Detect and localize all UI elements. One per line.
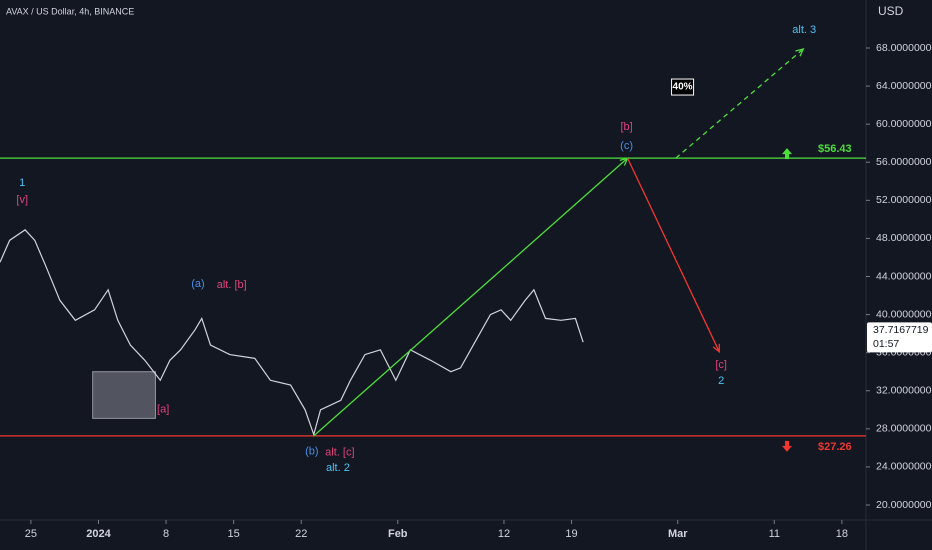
x-tick-label: 15: [228, 528, 240, 540]
x-tick-label: Mar: [668, 528, 688, 540]
chart-title: AVAX / US Dollar, 4h, BINANCE: [6, 6, 134, 16]
last-price-label: 37.7167719: [873, 324, 929, 336]
badge-label: 40%: [673, 82, 693, 93]
wave-label: 1: [19, 177, 25, 189]
wave-label: alt. [c]: [325, 447, 354, 459]
level-label: $27.26: [818, 441, 852, 453]
x-tick-label: 11: [769, 528, 780, 540]
y-tick-label: 40.0000000: [876, 308, 932, 320]
wave-label: [b]: [620, 121, 632, 133]
wave-label: alt. 3: [792, 24, 816, 36]
wave-label: alt. [b]: [217, 279, 247, 291]
projection-arrowhead: [712, 343, 720, 354]
projection-line: [675, 48, 804, 159]
projection-arrowhead: [795, 47, 805, 57]
x-tick-label: Feb: [388, 528, 408, 540]
x-tick-label: 2024: [86, 528, 111, 540]
countdown-label: 01:57: [873, 338, 899, 350]
y-tick-label: 28.0000000: [876, 423, 932, 435]
y-tick-label: 20.0000000: [876, 499, 932, 511]
wave-label: (b): [305, 446, 318, 458]
zone-box: [92, 371, 156, 419]
y-tick-label: 64.0000000: [876, 80, 932, 92]
projection-line: [313, 157, 628, 437]
level-arrow: [782, 148, 792, 160]
projection-arrowhead: [619, 157, 629, 166]
x-tick-label: 25: [25, 528, 37, 540]
wave-label: [c]: [715, 359, 727, 371]
y-tick-label: 32.0000000: [876, 385, 932, 397]
y-tick-label: 24.0000000: [876, 461, 932, 473]
y-tick-label: 44.0000000: [876, 270, 932, 282]
x-tick-label: 18: [836, 528, 848, 540]
wave-label: (c): [620, 140, 633, 152]
wave-label: 2: [718, 375, 724, 387]
y-tick-label: 60.0000000: [876, 118, 932, 130]
y-tick-label: 68.0000000: [876, 42, 932, 54]
x-tick-label: 8: [163, 528, 169, 540]
x-tick-label: 22: [295, 528, 307, 540]
level-arrow: [782, 440, 792, 452]
wave-label: [v]: [16, 194, 28, 206]
badge-box: [671, 78, 695, 96]
axis-unit[interactable]: USD: [878, 4, 904, 18]
wave-label: (a): [191, 278, 204, 290]
wave-label: alt. 2: [326, 462, 350, 474]
y-tick-label: 52.0000000: [876, 194, 932, 206]
last-price-tag: [867, 322, 932, 353]
level-label: $56.43: [818, 143, 852, 155]
wave-label: [a]: [157, 404, 169, 416]
projection-line: [626, 157, 720, 352]
price-line: [0, 229, 584, 437]
x-tick-label: 19: [565, 528, 577, 540]
y-tick-label: 56.0000000: [876, 156, 932, 168]
x-tick-label: 12: [498, 528, 510, 540]
y-tick-label: 48.0000000: [876, 232, 932, 244]
